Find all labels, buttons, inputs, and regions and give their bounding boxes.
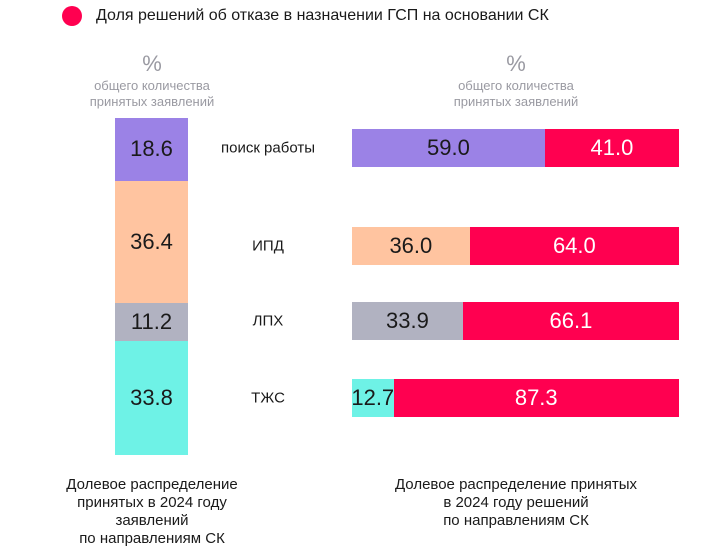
legend: Доля решений об отказе в назначении ГСП … — [62, 4, 549, 28]
bar-value-label: 59.0 — [427, 135, 470, 160]
left-unit-line-2: принятых заявлений — [89, 94, 215, 109]
right-unit-label: % общего количества принятых заявлений — [412, 53, 620, 110]
bar-value-label: 36.0 — [389, 233, 433, 258]
stacked-column-value-label: 36.4 — [130, 229, 173, 254]
left-caption-line: по направлениям СК — [79, 530, 225, 547]
bar-segment-refusal-share: 41.0 — [544, 129, 679, 167]
left-unit-label: % общего количества принятых заявлений — [60, 53, 244, 110]
category-label: поиск работы — [220, 139, 315, 157]
stacked-column-value-label: 33.8 — [130, 385, 173, 411]
category-label: ТЖС — [251, 389, 285, 407]
right-caption-line: по направлениям СК — [443, 512, 589, 529]
right-chart-caption: Долевое распределение принятых в 2024 го… — [360, 476, 672, 530]
legend-swatch — [62, 6, 82, 26]
stacked-column-value-label: 11.2 — [130, 309, 173, 335]
right-unit-line-2: принятых заявлений — [453, 94, 579, 109]
bar-segment-refusal-share: 64.0 — [469, 227, 679, 265]
bar-value-label: 12.7 — [351, 385, 395, 410]
left-caption-line: принятых в 2024 году — [77, 494, 227, 511]
stacked-column-value-label: 18.6 — [130, 136, 173, 162]
bar-segment-category-share: 59.0 — [352, 129, 545, 167]
bar-value-label: 87.3 — [514, 385, 558, 410]
stacked-column-segment: 36.4 — [115, 180, 188, 304]
bar-segment-refusal-share: 66.1 — [462, 302, 679, 340]
category-label: ЛПХ — [252, 312, 284, 330]
stacked-column-segment: 18.6 — [115, 118, 188, 181]
bar-value-label: 64.0 — [552, 233, 596, 258]
bar-value-label: 66.1 — [549, 308, 593, 333]
bar-segment-category-share: 33.9 — [352, 302, 463, 340]
left-caption-line: заявлений — [115, 512, 189, 529]
stacked-column-segment: 11.2 — [115, 303, 188, 342]
right-unit-symbol: % — [506, 51, 526, 76]
bar-segment-category-share: 36.0 — [352, 227, 470, 265]
left-caption-line: Долевое распределение — [66, 476, 238, 493]
legend-label: Доля решений об отказе в назначении ГСП … — [96, 7, 549, 24]
left-unit-line-1: общего количества — [94, 78, 210, 93]
left-unit-symbol: % — [142, 51, 162, 76]
category-label: ИПД — [252, 237, 284, 255]
bar-value-label: 33.9 — [386, 308, 429, 333]
right-unit-line-1: общего количества — [458, 78, 574, 93]
bar-segment-refusal-share: 87.3 — [393, 379, 679, 417]
bar-segment-category-share: 12.7 — [351, 379, 395, 417]
bar-value-label: 41.0 — [590, 135, 634, 160]
right-caption-line: Долевое распределение принятых — [394, 476, 637, 493]
stacked-column-segment: 33.8 — [115, 341, 188, 455]
right-caption-line: в 2024 году решений — [443, 494, 589, 511]
left-chart-caption: Долевое распределение принятых в 2024 го… — [30, 476, 274, 548]
